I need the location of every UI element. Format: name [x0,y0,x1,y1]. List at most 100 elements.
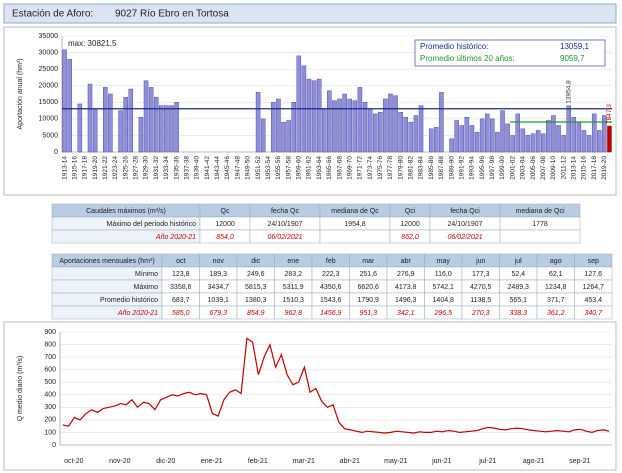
table-value: 52,4 [511,271,525,278]
daily-flow-line [62,337,610,434]
bar [87,83,93,153]
bar [174,102,179,153]
table-value: 962,8 [284,310,302,317]
bar [255,92,261,153]
table-header: ago [550,258,562,265]
table-value: 1039,1 [208,297,230,304]
table-header: sep [588,258,599,265]
y-tick-label: 500 [44,379,56,386]
x-tick-label: 2001-02 [509,156,516,180]
table-value: 276,9 [397,271,415,278]
y-tick-label: 900 [44,329,56,336]
x-tick-label: 1985-86 [428,156,435,180]
bar [296,55,302,153]
bar [459,125,465,153]
table-header: fecha Qc [271,208,300,215]
max-label: max: 30821,5 [68,39,117,48]
table-value: 296,5 [433,310,452,317]
x-tick-label: 2007-08 [540,156,547,180]
bar [118,110,123,153]
x-tick-label: 1999-00 [499,156,506,180]
value-label: 13954,8 [565,80,572,104]
table-value: 854,9 [247,310,265,317]
bar [439,92,444,153]
bar [143,80,149,153]
bar [566,105,571,153]
table-value: 683,7 [172,297,190,304]
x-tick-label: 1959-60 [296,156,303,180]
table-value: 189,3 [209,271,227,278]
table-header: abr [401,258,412,265]
x-tick-label: 1949-50 [245,156,252,180]
table-value: 127,6 [584,271,602,278]
bar [169,105,174,153]
table-value: Año 2020-21 [155,234,196,241]
bar [571,116,577,153]
x-tick-label: jul-21 [478,458,496,465]
table-header: jul [514,258,522,265]
bar [434,126,439,153]
x-tick-label: 1919-20 [92,156,99,180]
bar [316,78,322,153]
bar [510,135,515,153]
header-label: Estación de Aforo: [12,9,93,20]
x-tick-label: 1943-44 [214,156,221,180]
table-header: ene [287,258,299,265]
x-tick-label: 2005-06 [530,156,537,180]
table-cell [319,229,391,244]
bar [469,125,475,153]
table-value: 340,7 [584,310,603,317]
x-tick-label: 1955-56 [275,156,282,180]
x-tick-label: 1971-72 [357,156,364,180]
x-tick-label: 1935-36 [173,156,180,180]
bar [576,121,582,153]
legend-name: Promedio últimos 20 años: [420,54,515,63]
x-tick-label: 1979-80 [397,156,404,180]
table-value: 4350,6 [320,284,342,291]
bar [159,105,164,153]
x-tick-label: 1993-94 [469,156,476,180]
bar [561,135,566,153]
x-tick-label: 1957-58 [285,156,292,180]
bar [541,133,546,153]
table-value: 679,3 [209,310,227,317]
table-value: 338,3 [509,310,527,317]
table-value: Mínimo [135,271,158,278]
y-tick-label: 15000 [39,99,59,106]
table-value: 177,3 [472,271,490,278]
bar [138,116,144,153]
bar [311,80,317,153]
x-tick-label: 2009-10 [550,156,557,180]
x-tick-label: 1913-14 [61,156,68,180]
table-value: 1404,8 [433,297,455,304]
x-tick-label: ene-21 [201,458,223,465]
header-station: 9027 Río Ebro en Tortosa [115,9,229,20]
bar [530,133,536,153]
table-header: fecha Qci [450,208,480,215]
table-value: 116,0 [435,271,452,278]
bar [413,115,419,153]
bar [454,120,459,153]
table-value: 854,0 [216,234,234,241]
table-value: 6620,6 [358,284,380,291]
x-tick-label: 2019-20 [601,156,608,180]
table-value: 453,4 [584,297,602,304]
bar [586,135,592,153]
bar [92,108,98,153]
table-value: 62,1 [549,271,563,278]
table-header: feb [326,258,336,265]
y-axis-label: Q medio diario (m³/s) [17,356,24,422]
bar [581,130,587,153]
y-tick-label: 30000 [39,49,59,56]
bar [153,97,159,153]
table-header: jun [475,258,485,265]
bar [520,128,526,153]
y-tick-label: 35000 [39,33,59,40]
bar [271,102,276,153]
bar [474,131,480,153]
bar [398,112,403,153]
x-tick-label: mar-21 [293,458,315,465]
table-value: 06/02/2021 [267,234,302,241]
x-tick-label: 1931-32 [153,156,160,180]
